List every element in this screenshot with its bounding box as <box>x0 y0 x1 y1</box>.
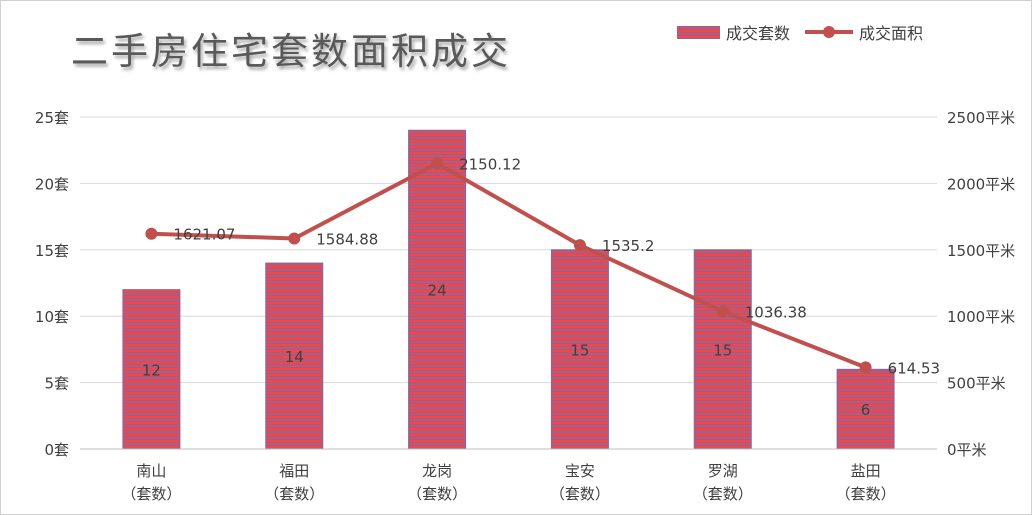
x-tick-label: 宝安（套数） <box>550 462 610 503</box>
legend-bar-swatch <box>677 25 720 39</box>
bar-data-label: 12 <box>142 361 161 379</box>
line-point <box>716 305 729 318</box>
x-tick-label: 罗湖（套数） <box>693 462 753 503</box>
legend-line-swatch <box>805 25 853 39</box>
line-point <box>573 239 586 252</box>
x-tick-label: 龙岗（套数） <box>407 462 467 503</box>
legend-label-bar-series: 成交套数 <box>726 24 791 43</box>
bar-series <box>122 129 895 450</box>
bar-data-label: 15 <box>713 341 732 359</box>
line-data-label: 2150.12 <box>459 155 521 173</box>
bar <box>550 249 609 450</box>
bar-data-label: 15 <box>570 341 589 359</box>
line-point <box>288 232 301 245</box>
line-path <box>151 161 867 370</box>
data-labels: 12 14 24 15 15 6 1621.07 1584.88 2150.12 1535.2 10… <box>142 155 940 419</box>
line-data-label: 1036.38 <box>745 303 807 321</box>
y-right-tick-label: 2500平米 <box>947 109 1015 127</box>
y-right-tick-label: 1000平米 <box>947 308 1015 326</box>
bar-data-label: 24 <box>428 282 447 300</box>
bar <box>408 129 467 450</box>
bar <box>122 289 181 450</box>
line-data-label: 614.53 <box>888 359 941 377</box>
bar <box>265 262 324 450</box>
line-point <box>859 361 872 374</box>
line-series <box>145 157 872 374</box>
y-left-tick-label: 5套 <box>44 375 69 393</box>
y-left-tick-label: 20套 <box>35 175 69 193</box>
gridlines <box>80 116 937 384</box>
line-data-label: 1621.07 <box>173 226 235 244</box>
chart-title: 二手房住宅套数面积成交 <box>71 30 511 73</box>
axes: 0套 5套 10套 15套 20套 25套 0平米 500平米 1000平米 1500平米 2000… <box>35 109 1015 503</box>
y-left-tick-label: 10套 <box>35 308 69 326</box>
line-point <box>145 227 158 240</box>
line-data-label: 1535.2 <box>602 237 655 255</box>
line-point <box>431 157 444 170</box>
legend-label-line-series: 成交面积 <box>859 24 924 43</box>
y-left-tick-label: 25套 <box>35 109 69 127</box>
y-left-tick-label: 15套 <box>35 242 69 260</box>
y-right-tick-label: 0平米 <box>947 441 987 459</box>
y-right-tick-label: 1500平米 <box>947 242 1015 260</box>
y-left-tick-label: 0套 <box>44 441 69 459</box>
bar-data-label: 14 <box>285 348 304 366</box>
x-tick-label: 盐田（套数） <box>836 462 896 503</box>
line-data-label: 1584.88 <box>316 231 378 249</box>
legend-item-bar-series: 成交套数 <box>677 21 790 43</box>
x-tick-label: 南山（套数） <box>121 462 181 503</box>
y-right-tick-label: 500平米 <box>947 375 1006 393</box>
x-tick-label: 福田（套数） <box>264 462 324 503</box>
bar-data-label: 6 <box>861 401 871 419</box>
legend-item-line-series: 成交面积 <box>805 21 923 43</box>
y-right-tick-label: 2000平米 <box>947 175 1015 193</box>
